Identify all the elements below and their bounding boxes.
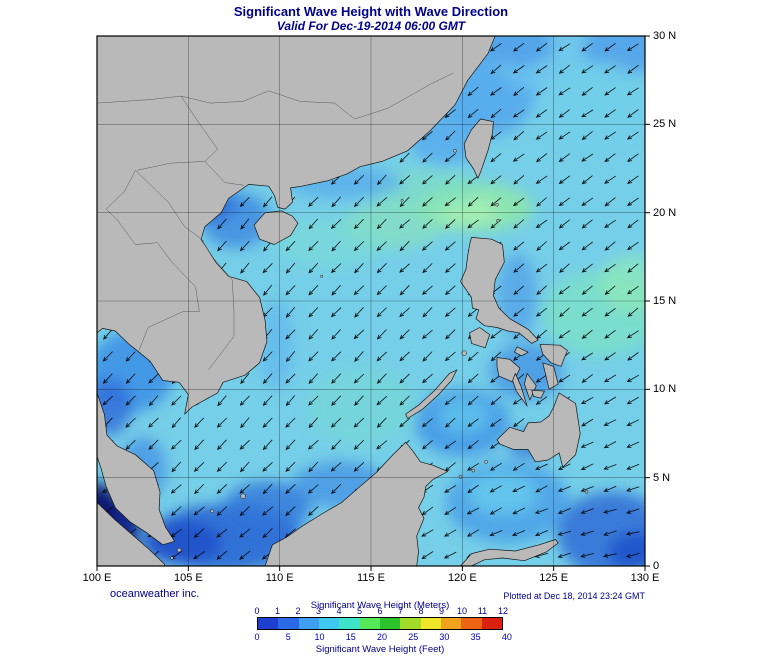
colorbar-feet-tick: 15 bbox=[345, 632, 356, 642]
graticule bbox=[97, 36, 645, 566]
colorbar-segment bbox=[420, 618, 441, 629]
land-polygon bbox=[512, 373, 528, 407]
island-dot bbox=[471, 468, 476, 473]
lat-tick-label: 10 N bbox=[653, 383, 677, 396]
colorbar-segment bbox=[298, 618, 319, 629]
colorbar-feet-tick: 20 bbox=[376, 632, 387, 642]
lat-tick-label: 20 N bbox=[653, 206, 677, 219]
land-polygon bbox=[514, 346, 529, 357]
lon-tick-label: 120 E bbox=[447, 572, 477, 584]
island-dot bbox=[400, 198, 404, 202]
island-dot bbox=[461, 350, 467, 356]
island-dot bbox=[584, 490, 589, 494]
lat-tick-label: 0 bbox=[653, 560, 660, 572]
colorbar-meter-tick: 10 bbox=[456, 606, 468, 616]
lat-tick-label: 30 N bbox=[653, 30, 677, 42]
land-polygon bbox=[460, 539, 559, 566]
land-polygon bbox=[531, 389, 545, 399]
colorbar-meter-tick: 0 bbox=[254, 606, 260, 616]
map-title: Significant Wave Height with Wave Direct… bbox=[233, 4, 509, 19]
colorbar-feet-tick: 5 bbox=[285, 632, 291, 642]
colorbar-segment bbox=[461, 618, 482, 629]
colorbar-feet-tick: 0 bbox=[254, 632, 260, 642]
colorbar-segment bbox=[278, 618, 299, 629]
political-border bbox=[135, 170, 235, 371]
island-dot bbox=[458, 475, 463, 479]
island-dot bbox=[496, 218, 500, 223]
lat-tick-label: 5 N bbox=[653, 471, 671, 484]
plotted-timestamp: Plotted at Dec 18, 2014 23:24 GMT bbox=[503, 591, 645, 601]
wave-height-map bbox=[96, 35, 650, 571]
land-polygon bbox=[524, 373, 537, 401]
island-dot bbox=[240, 493, 246, 499]
island-dot bbox=[170, 556, 174, 560]
lat-tick-label: 15 N bbox=[653, 295, 677, 307]
island-dot bbox=[210, 509, 214, 514]
credit-text: oceanweather inc. bbox=[110, 588, 200, 600]
island-dot bbox=[453, 149, 457, 153]
colorbar-meter-tick: 4 bbox=[336, 606, 342, 616]
colorbar-feet-tick: 35 bbox=[470, 632, 481, 642]
colorbar-segment bbox=[339, 618, 360, 629]
lon-tick-label: 100 E bbox=[82, 572, 112, 584]
colorbar-title-feet: Significant Wave Height (Feet) bbox=[315, 644, 445, 655]
lon-tick-label: 105 E bbox=[173, 572, 203, 584]
colorbar-meter-tick: 11 bbox=[477, 606, 488, 616]
colorbar-meter-tick: 7 bbox=[397, 606, 404, 616]
colorbar-segment bbox=[359, 618, 380, 629]
colorbar-segment bbox=[379, 618, 401, 629]
colorbar-feet-tick: 25 bbox=[408, 632, 419, 642]
political-border bbox=[105, 170, 200, 351]
colorbar-feet-tick: 40 bbox=[501, 632, 512, 642]
colorbar-segment bbox=[481, 618, 502, 629]
lon-tick-label: 110 E bbox=[265, 572, 294, 584]
land-polygon bbox=[97, 392, 175, 546]
land-polygon bbox=[539, 343, 568, 367]
island-dot bbox=[176, 547, 182, 553]
colorbar bbox=[257, 617, 503, 630]
land-polygon bbox=[264, 441, 449, 566]
lon-tick-label: 130 E bbox=[630, 572, 660, 584]
land-polygon bbox=[97, 502, 165, 566]
map-frame bbox=[96, 35, 646, 567]
axis-ticks bbox=[96, 35, 650, 571]
map-valid-time: Valid For Dec-19-2014 06:00 GMT bbox=[276, 19, 466, 33]
colorbar-segment bbox=[440, 618, 462, 629]
land-polygon bbox=[463, 118, 494, 179]
land-polygon bbox=[97, 36, 496, 415]
colorbar-meter-tick: 2 bbox=[295, 606, 301, 616]
colorbar-meter-tick: 6 bbox=[377, 606, 383, 616]
colorbar-meter-tick: 1 bbox=[274, 606, 281, 616]
island-dot bbox=[495, 202, 499, 207]
political-border bbox=[180, 95, 218, 162]
land-polygon bbox=[542, 362, 559, 390]
lon-tick-label: 115 E bbox=[357, 572, 385, 584]
land-polygon bbox=[496, 392, 581, 468]
colorbar-meter-tick: 12 bbox=[497, 606, 509, 616]
landmasses bbox=[97, 36, 589, 566]
colorbar-meter-tick: 5 bbox=[356, 606, 363, 616]
island-dot bbox=[320, 274, 324, 278]
lat-tick-label: 25 N bbox=[653, 118, 677, 131]
island-dot bbox=[484, 460, 488, 464]
colorbar-segment bbox=[318, 618, 340, 629]
colorbar-meter-tick: 3 bbox=[315, 606, 322, 616]
land-polygon bbox=[460, 237, 539, 344]
land-polygon bbox=[469, 327, 491, 349]
colorbar-feet-tick: 30 bbox=[439, 632, 450, 642]
land-polygon bbox=[405, 369, 458, 419]
colorbar-feet-tick: 10 bbox=[314, 632, 325, 642]
land-polygon bbox=[253, 210, 299, 245]
lon-tick-label: 125 E bbox=[539, 572, 569, 584]
colorbar-meter-tick: 9 bbox=[438, 606, 445, 616]
colorbar-segment bbox=[258, 618, 279, 629]
colorbar-meter-tick: 8 bbox=[418, 606, 424, 616]
colorbar-title-meters: Significant Wave Height (Meters) bbox=[310, 600, 450, 611]
colorbar-segment bbox=[400, 618, 421, 629]
